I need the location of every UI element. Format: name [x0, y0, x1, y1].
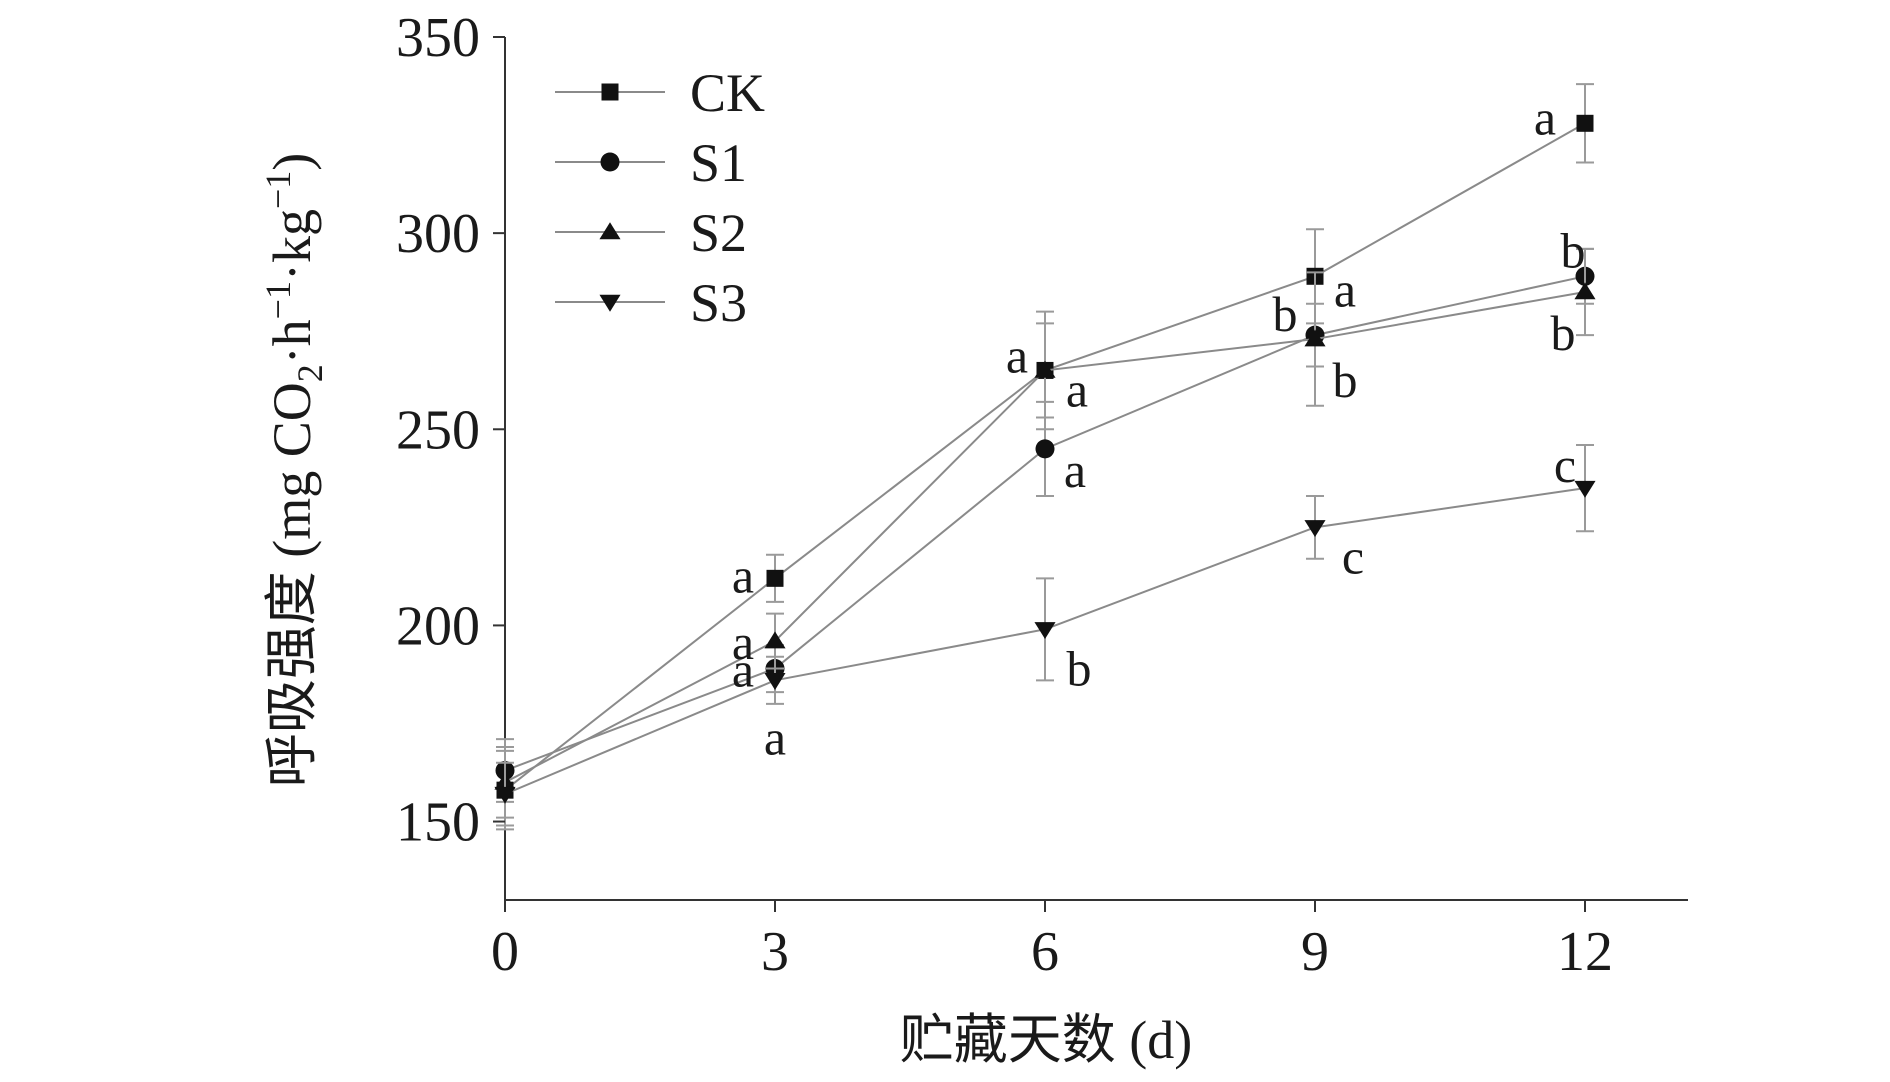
significance-label: b: [1273, 286, 1298, 342]
data-point: [764, 673, 786, 691]
y-axis-label-main: 呼吸强度 (mg CO: [262, 382, 322, 787]
x-axis-label: 贮藏天数 (d): [900, 1010, 1192, 1070]
legend-label: S1: [690, 133, 747, 193]
significance-label: a: [1334, 261, 1356, 317]
significance-label: a: [1006, 327, 1028, 383]
legend-label: CK: [690, 63, 765, 123]
data-point: [1034, 360, 1056, 378]
y-axis-label-subscript: 2: [290, 364, 330, 382]
y-axis-label-part3: ·kg: [262, 209, 322, 281]
data-point: [1304, 329, 1326, 347]
significance-label: c: [1554, 437, 1576, 493]
y-tick-label: 350: [396, 7, 480, 69]
data-point: [494, 786, 516, 804]
series-s3: [494, 443, 1596, 827]
data-point: [1574, 282, 1596, 300]
legend-marker: [599, 222, 621, 240]
legend-label: S2: [690, 203, 747, 263]
ticks-group: 0 3 6 9 12 150 200 250 300 350: [396, 7, 1613, 983]
data-point: [764, 631, 786, 649]
series-group: [494, 83, 1596, 831]
significance-label: a: [1064, 442, 1086, 498]
data-point: [1304, 520, 1326, 538]
significance-label: b: [1067, 640, 1092, 696]
data-point: [1574, 480, 1596, 498]
x-tick-label: 0: [491, 921, 519, 983]
legend-item-s3: S3: [555, 273, 747, 333]
legend-item-s1: S1: [555, 133, 747, 193]
legend-marker: [600, 152, 620, 172]
x-tick-label: 12: [1557, 921, 1613, 983]
significance-label: c: [1342, 528, 1364, 584]
significance-label: a: [732, 547, 754, 603]
x-tick-label: 9: [1301, 921, 1329, 983]
y-axis-label-end: ): [262, 153, 322, 171]
significance-label: a: [732, 642, 754, 698]
y-tick-label: 300: [396, 203, 480, 265]
significance-label: b: [1333, 352, 1358, 408]
y-axis-label-superscript-1: −1: [258, 281, 298, 319]
data-point: [1576, 114, 1594, 132]
legend-marker: [599, 294, 621, 312]
y-tick-label: 200: [396, 595, 480, 657]
legend-item-ck: CK: [555, 63, 765, 123]
x-tick-label: 6: [1031, 921, 1059, 983]
legend-label: S3: [690, 273, 747, 333]
significance-label: a: [1534, 89, 1556, 145]
legend-marker: [601, 83, 619, 101]
legend-item-s2: S2: [555, 203, 747, 263]
y-tick-label: 150: [396, 792, 480, 854]
y-tick-label: 250: [396, 399, 480, 461]
significance-label: a: [764, 709, 786, 765]
data-point: [1035, 439, 1055, 459]
significance-label: a: [732, 614, 754, 670]
data-point: [1034, 622, 1056, 640]
significance-label: b: [1551, 305, 1576, 361]
series-s2: [494, 247, 1596, 819]
y-axis-label: 呼吸强度 (mg CO2·h−1·kg−1): [258, 153, 330, 788]
y-axis-label-superscript-2: −1: [258, 171, 298, 209]
y-axis-label-part2: ·h: [262, 319, 322, 364]
significance-label: a: [1066, 361, 1088, 417]
x-tick-label: 3: [761, 921, 789, 983]
significance-label: b: [1561, 222, 1586, 278]
legend: CK S1 S2 S3: [555, 63, 765, 333]
data-point: [766, 569, 784, 587]
